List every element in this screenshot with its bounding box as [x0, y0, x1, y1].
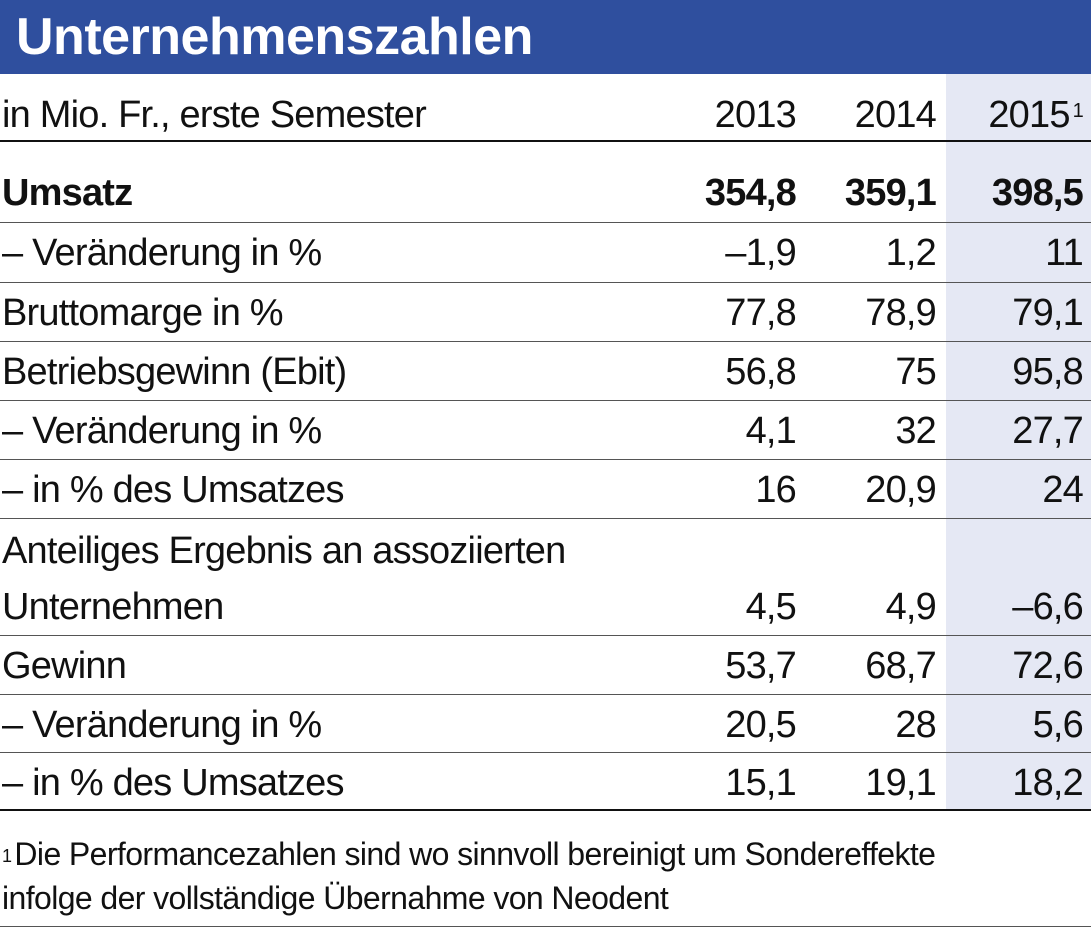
title-bar: Unternehmenszahlen: [0, 0, 1091, 74]
header-divider: [0, 140, 1091, 142]
cell-2014: 68,7: [865, 645, 937, 687]
cell-2013: 20,5: [725, 704, 797, 746]
row-label: – in % des Umsatzes: [2, 762, 345, 804]
cell-2014: 19,1: [865, 762, 937, 804]
footnote: 1Die Performancezahlen sind wo sinnvoll …: [2, 832, 1087, 920]
cell-2015: 79,1: [1012, 292, 1084, 334]
row-divider: [0, 341, 1091, 342]
footnote-text-1: Die Performancezahlen sind wo sinnvoll b…: [14, 836, 936, 872]
cell-2013: 4,1: [745, 410, 797, 452]
table-row: – in % des Umsatzes 16 20,9 24: [0, 461, 1091, 519]
row-divider: [0, 222, 1091, 223]
page-title: Unternehmenszahlen: [16, 8, 533, 66]
table-row: – Veränderung in % –1,9 1,2 11: [0, 224, 1091, 282]
row-label: – Veränderung in %: [2, 410, 322, 452]
cell-2015: 18,2: [1012, 762, 1084, 804]
header-row: in Mio. Fr., erste Semester 2013 2014 20…: [0, 86, 1091, 144]
row-label: Betriebsgewinn (Ebit): [2, 351, 347, 393]
table-row: Bruttomarge in % 77,8 78,9 79,1: [0, 284, 1091, 342]
table-row: Betriebsgewinn (Ebit) 56,8 75 95,8: [0, 343, 1091, 401]
cell-2014: 359,1: [844, 172, 937, 214]
table-row: – Veränderung in % 20,5 28 5,6: [0, 696, 1091, 754]
row-label: Bruttomarge in %: [2, 292, 284, 334]
row-label: – Veränderung in %: [2, 232, 322, 274]
table-row: Umsatz 354,8 359,1 398,5: [0, 164, 1091, 222]
row-divider: [0, 518, 1091, 519]
cell-2015: 95,8: [1012, 351, 1084, 393]
cell-2014: 28: [895, 704, 936, 746]
table-row: Gewinn 53,7 68,7 72,6: [0, 637, 1091, 695]
cell-2013: –1,9: [725, 232, 797, 274]
cell-2013: 56,8: [725, 351, 797, 393]
cell-2015: 72,6: [1012, 645, 1084, 687]
year-header-2013: 2013: [714, 94, 797, 136]
footnote-marker: 1: [2, 846, 12, 866]
row-label: – Veränderung in %: [2, 704, 322, 746]
footnote-marker: 1: [1072, 100, 1084, 122]
row-label: Gewinn: [2, 645, 127, 687]
cell-2013: 77,8: [725, 292, 797, 334]
cell-2014: 32: [895, 410, 936, 452]
footnote-text-2: infolge der vollständige Übernahme von N…: [2, 880, 669, 916]
cell-2014: 75: [895, 351, 936, 393]
cell-2013: 16: [755, 469, 796, 511]
row-divider: [0, 400, 1091, 401]
cell-2014: 20,9: [865, 469, 937, 511]
cell-2014: 4,9: [885, 586, 937, 628]
footnote-bottom-divider: [0, 926, 1091, 927]
row-divider: [0, 694, 1091, 695]
row-divider: [0, 282, 1091, 283]
row-divider: [0, 752, 1091, 753]
cell-2014: 1,2: [885, 232, 937, 274]
cell-2015: 24: [1042, 469, 1083, 511]
cell-2013: 53,7: [725, 645, 797, 687]
row-divider: [0, 635, 1091, 636]
table-row-continuation: Unternehmen 4,5 4,9 –6,6: [0, 578, 1091, 636]
unit-label: in Mio. Fr., erste Semester: [2, 94, 427, 136]
table-row: Anteiliges Ergebnis an assoziierten: [0, 522, 1091, 580]
year-header-2014: 2014: [854, 94, 937, 136]
cell-2014: 78,9: [865, 292, 937, 334]
row-label: – in % des Umsatzes: [2, 469, 345, 511]
cell-2013: 15,1: [725, 762, 797, 804]
cell-2013: 354,8: [704, 172, 797, 214]
row-label: Anteiliges Ergebnis an assoziierten: [2, 530, 566, 572]
cell-2013: 4,5: [745, 586, 797, 628]
table-row: – in % des Umsatzes 15,1 19,1 18,2: [0, 754, 1091, 812]
highlight-column-2015: [946, 74, 1091, 810]
footnote-line-1: 1Die Performancezahlen sind wo sinnvoll …: [2, 832, 1087, 876]
table-row: – Veränderung in % 4,1 32 27,7: [0, 402, 1091, 460]
cell-2015: 27,7: [1012, 410, 1084, 452]
row-label: Umsatz: [2, 172, 133, 214]
cell-2015: 11: [1045, 232, 1084, 274]
year-header-2015: 2015 1: [988, 86, 1083, 144]
year-header-2015-text: 2015: [988, 94, 1070, 136]
cell-2015: –6,6: [1012, 586, 1084, 628]
cell-2015: 5,6: [1032, 704, 1084, 746]
table-bottom-divider: [0, 809, 1091, 811]
row-divider: [0, 459, 1091, 460]
row-label-line2: Unternehmen: [2, 586, 224, 628]
cell-2015: 398,5: [991, 172, 1084, 214]
